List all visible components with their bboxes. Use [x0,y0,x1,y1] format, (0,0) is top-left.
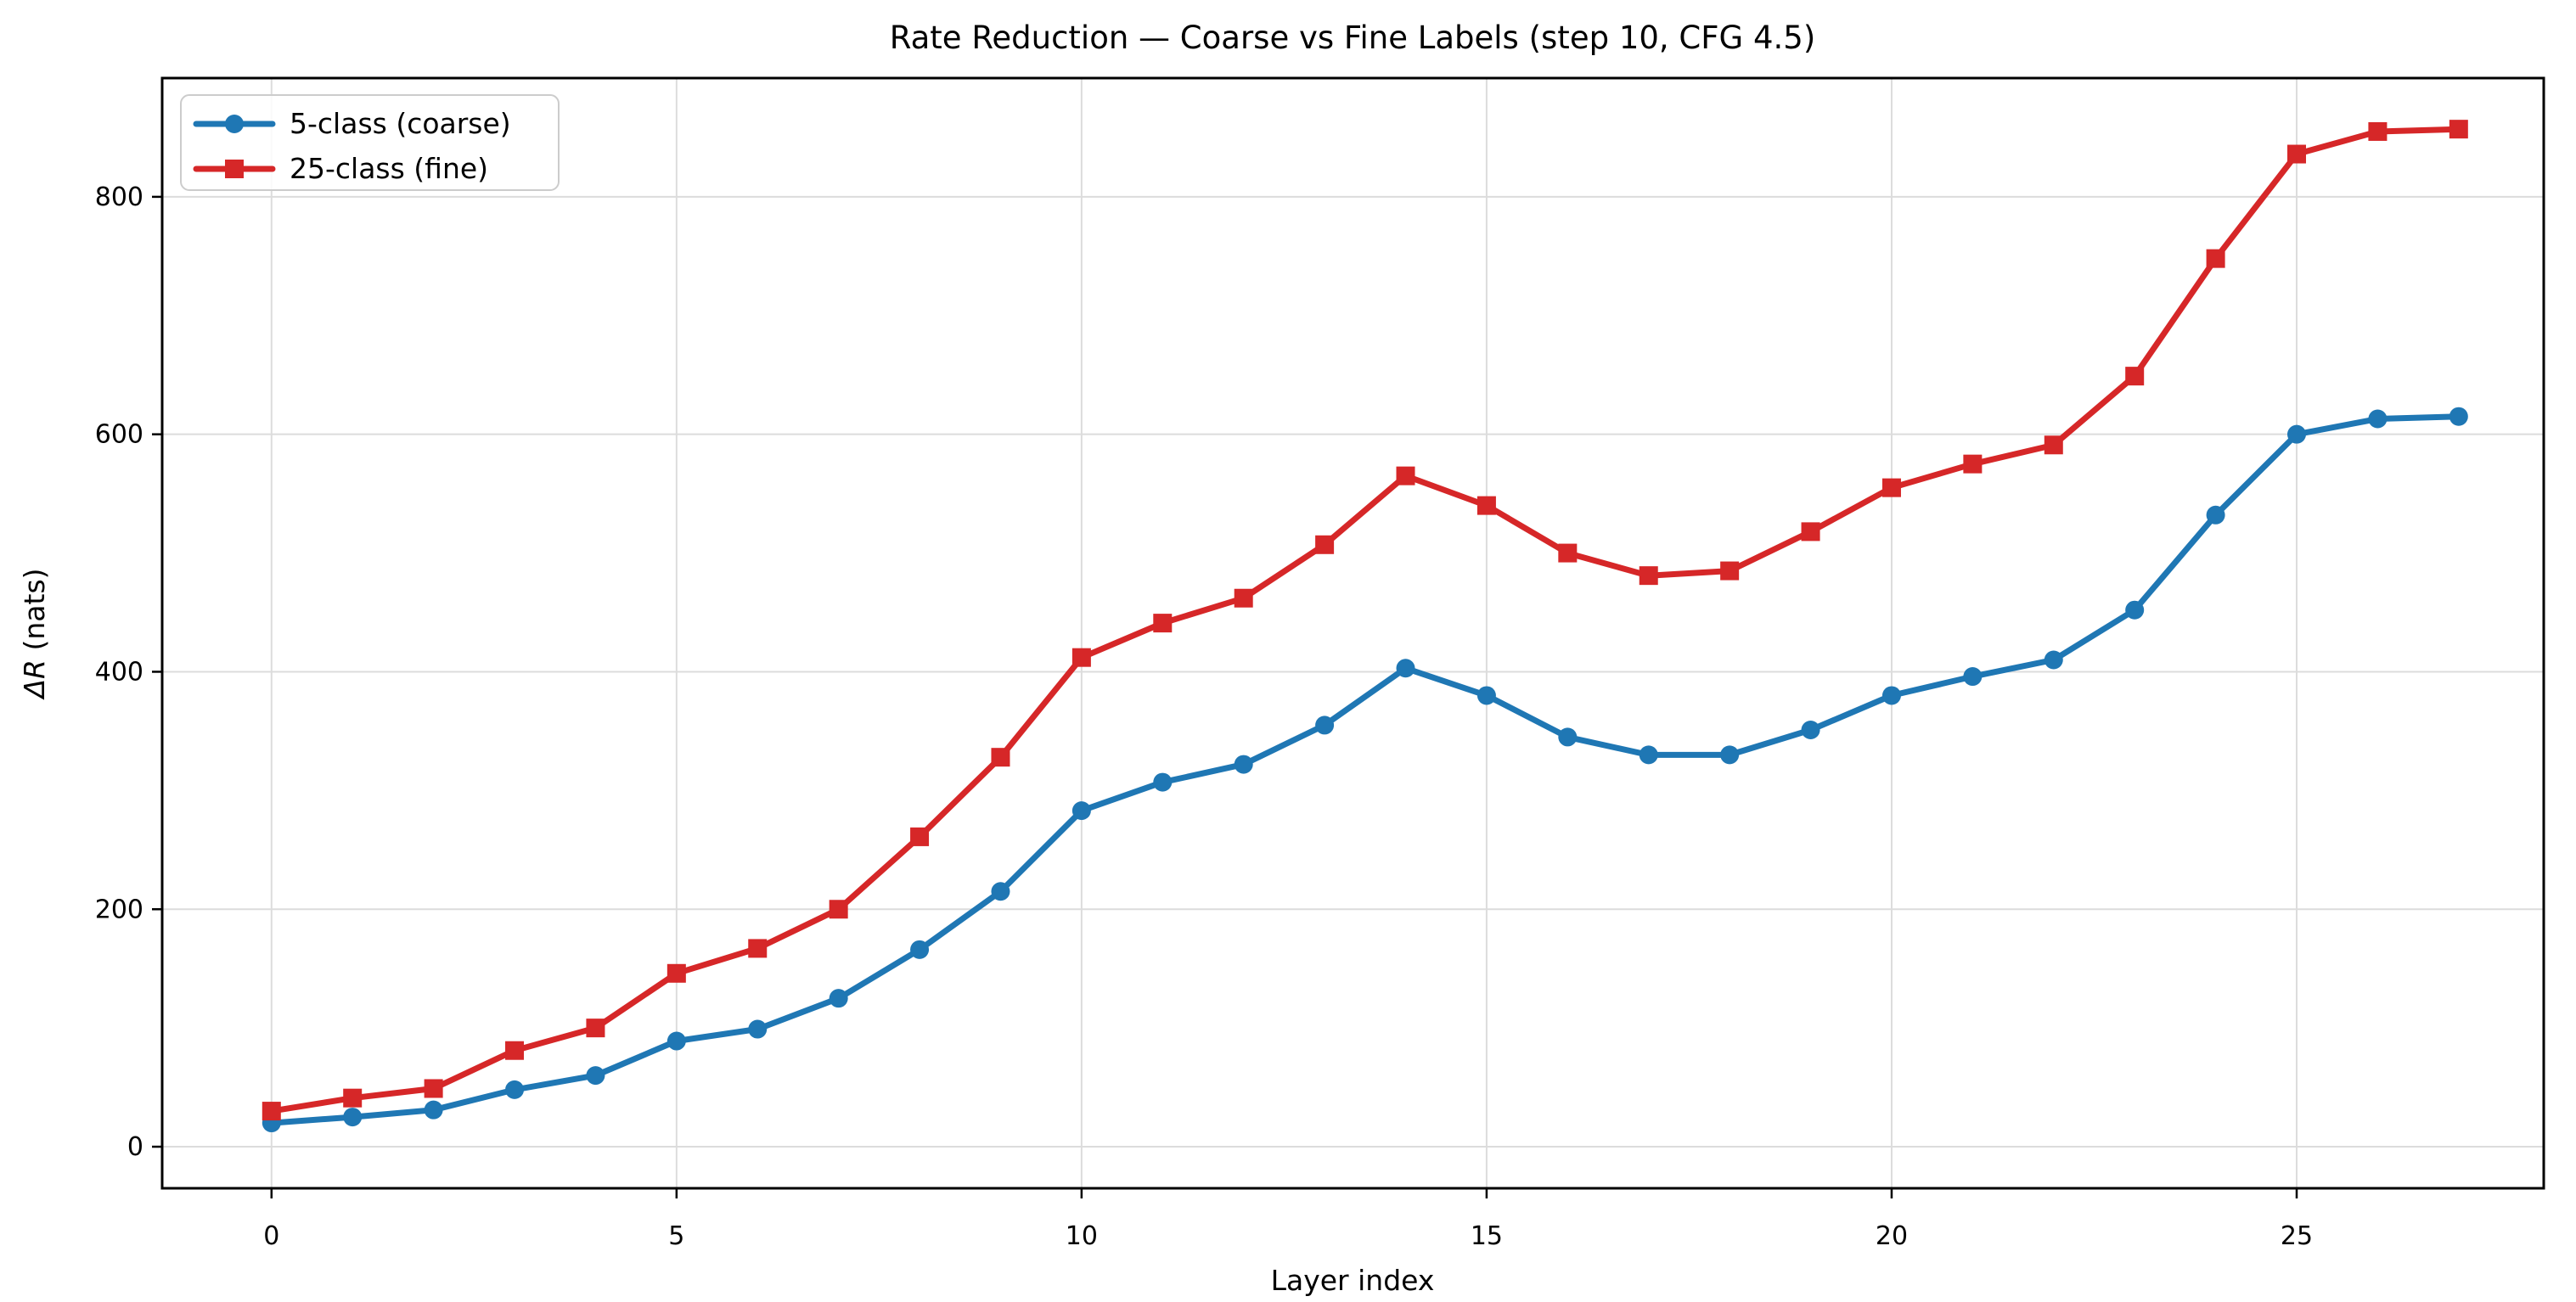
y-tick-label: 200 [95,895,143,924]
axes: 0 5 10 15 20 25 0 200 400 600 800 [95,76,2545,1251]
data-point-circle [1558,727,1578,747]
data-point-circle [1801,721,1820,740]
data-point-circle [586,1066,605,1086]
grid [162,78,2544,1188]
data-point-circle [424,1100,443,1120]
legend-label: 5-class (coarse) [290,107,511,140]
data-point-circle [505,1080,525,1099]
data-point-square [1720,561,1740,581]
data-point-circle [343,1108,363,1127]
data-point-circle [1315,716,1335,735]
y-tick-label: 0 [127,1132,143,1162]
data-point-square [1801,522,1820,542]
legend-label: 25-class (fine) [290,152,488,185]
data-point-square [586,1019,605,1038]
data-point-square [2206,249,2225,268]
data-point-square [1234,588,1253,608]
x-tick-label: 0 [263,1221,279,1251]
data-point-circle [1963,667,1983,687]
x-tick-label: 25 [2281,1221,2313,1251]
data-point-square [2044,435,2063,455]
x-tick-label: 15 [1471,1221,1503,1251]
data-point-circle [2287,424,2307,444]
legend: 5-class (coarse) 25-class (fine) [180,94,560,191]
data-point-circle [2449,407,2468,426]
x-tick-label: 10 [1066,1221,1098,1251]
data-point-circle [2044,650,2063,670]
data-point-circle [1476,686,1496,705]
data-point-square [2449,120,2468,139]
data-point-square [1476,496,1496,515]
data-point-square [262,1102,281,1121]
legend-sample-circle-marker [225,115,244,133]
data-point-circle [829,989,848,1008]
y-axis-label-units: (nats) [18,568,51,659]
series-fine [262,120,2468,1121]
data-point-square [2125,367,2145,386]
data-point-square [1315,535,1335,554]
series-coarse [262,407,2468,1133]
data-point-square [748,939,768,958]
data-point-square [343,1088,363,1108]
series-line [268,126,2462,1114]
data-point-square [1558,543,1578,563]
data-point-circle [2206,505,2225,525]
data-point-circle [748,1019,768,1039]
data-point-square [505,1041,525,1060]
y-tick-label: 800 [95,182,143,212]
data-point-circle [1396,659,1415,678]
data-point-circle [910,940,930,959]
legend-box [180,94,560,191]
data-point-square [666,963,686,983]
series-line [268,413,2462,1126]
data-point-square [1881,478,1901,497]
legend-sample-square-marker [225,160,244,178]
data-point-circle [1234,755,1253,774]
y-axis-label-math: ΔR [18,659,51,701]
data-point-circle [666,1031,686,1051]
y-tick-label: 400 [95,657,143,687]
data-point-square [424,1079,443,1098]
plot-series [262,120,2468,1133]
data-point-square [1639,566,1658,586]
plot-border [160,76,2545,1190]
x-tick-label: 20 [1876,1221,1908,1251]
data-point-circle [2125,600,2145,620]
y-axis-label: ΔR (nats) [18,568,51,700]
data-point-square [1396,466,1415,485]
data-point-square [1153,614,1173,633]
data-point-square [1071,648,1091,667]
data-point-square [2287,144,2307,164]
data-point-square [2368,121,2388,141]
data-point-circle [1071,801,1091,821]
x-axis-label: Layer index [1271,1264,1435,1297]
data-point-square [991,748,1010,767]
data-point-circle [1881,686,1901,705]
data-point-circle [1639,745,1658,765]
data-point-square [829,900,848,919]
x-tick-label: 5 [668,1221,684,1251]
data-point-circle [1153,772,1173,792]
data-point-circle [1720,745,1740,765]
data-point-circle [991,882,1010,901]
chart-title: Rate Reduction — Coarse vs Fine Labels (… [890,20,1816,56]
data-point-square [1963,454,1983,474]
data-point-circle [2368,409,2388,429]
data-point-square [910,827,930,846]
y-tick-label: 600 [95,420,143,450]
